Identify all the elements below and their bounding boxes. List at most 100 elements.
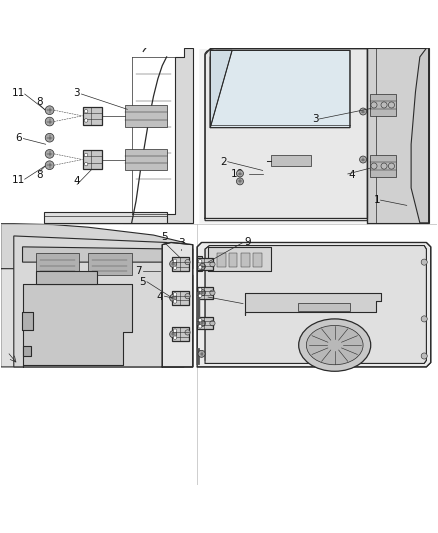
Circle shape (237, 178, 244, 185)
Text: 11: 11 (11, 88, 25, 98)
Polygon shape (245, 293, 381, 314)
Circle shape (360, 156, 367, 163)
Text: 5: 5 (161, 232, 168, 241)
Circle shape (45, 149, 54, 158)
Polygon shape (1, 268, 193, 367)
Text: 4: 4 (157, 292, 163, 302)
Circle shape (170, 330, 177, 338)
Bar (198, 287, 213, 299)
Circle shape (198, 265, 202, 269)
Bar (88, 253, 132, 275)
Circle shape (85, 110, 88, 113)
Bar (272, 155, 311, 166)
Bar (229, 253, 237, 266)
Circle shape (381, 163, 387, 169)
Bar (172, 257, 189, 271)
Circle shape (210, 290, 215, 295)
Circle shape (371, 163, 377, 169)
Polygon shape (199, 49, 428, 224)
Polygon shape (162, 243, 193, 367)
Text: 2: 2 (220, 157, 227, 167)
Polygon shape (44, 212, 166, 223)
Circle shape (389, 163, 395, 169)
Text: 6: 6 (15, 133, 21, 143)
Bar (370, 94, 396, 116)
Circle shape (381, 102, 387, 108)
Text: 9: 9 (244, 237, 251, 247)
Circle shape (85, 153, 88, 157)
Polygon shape (35, 271, 97, 284)
Text: 7: 7 (134, 266, 141, 276)
Circle shape (173, 266, 177, 270)
Circle shape (173, 259, 177, 263)
Text: 8: 8 (37, 170, 43, 180)
Circle shape (45, 133, 54, 142)
Polygon shape (21, 312, 33, 330)
Circle shape (173, 293, 177, 296)
Circle shape (185, 330, 190, 335)
Text: 8: 8 (37, 98, 43, 107)
Polygon shape (1, 224, 193, 269)
Circle shape (185, 294, 190, 299)
Circle shape (173, 336, 177, 340)
Bar (241, 253, 250, 266)
Circle shape (421, 259, 427, 265)
Polygon shape (367, 48, 428, 223)
Bar (125, 149, 166, 171)
Circle shape (198, 325, 202, 328)
Text: 4: 4 (349, 170, 355, 180)
Text: 3: 3 (178, 238, 184, 248)
Bar (35, 253, 79, 275)
Circle shape (198, 350, 205, 357)
Bar (82, 107, 102, 125)
Circle shape (360, 108, 367, 115)
Polygon shape (205, 49, 367, 221)
Circle shape (45, 106, 54, 115)
Circle shape (199, 320, 205, 326)
Polygon shape (22, 247, 184, 262)
Circle shape (170, 261, 177, 268)
Text: 3: 3 (74, 88, 80, 98)
Polygon shape (197, 256, 202, 271)
Circle shape (185, 260, 190, 265)
Bar (253, 253, 262, 266)
Circle shape (210, 262, 215, 267)
Bar (82, 150, 102, 169)
Text: 11: 11 (11, 175, 25, 185)
Bar (217, 253, 226, 266)
Bar (297, 303, 350, 311)
Polygon shape (208, 247, 272, 271)
Polygon shape (14, 236, 184, 367)
Circle shape (85, 119, 88, 122)
Circle shape (45, 117, 54, 126)
Circle shape (85, 163, 88, 166)
Text: 1: 1 (374, 195, 381, 205)
Polygon shape (22, 284, 132, 367)
Circle shape (199, 289, 205, 296)
Circle shape (237, 170, 244, 177)
Bar (125, 105, 166, 127)
Bar (172, 327, 189, 341)
Text: 5: 5 (139, 277, 146, 287)
Polygon shape (197, 243, 431, 367)
Bar (172, 291, 189, 305)
Bar (198, 317, 213, 329)
Circle shape (210, 321, 215, 326)
Circle shape (198, 294, 202, 297)
Circle shape (421, 353, 427, 359)
Circle shape (198, 318, 202, 322)
Polygon shape (411, 48, 428, 223)
Circle shape (199, 263, 205, 270)
Circle shape (45, 161, 54, 169)
Polygon shape (22, 346, 31, 356)
Text: 3: 3 (312, 114, 318, 124)
Polygon shape (210, 51, 232, 128)
Ellipse shape (306, 326, 363, 365)
Circle shape (170, 294, 177, 302)
Circle shape (173, 329, 177, 333)
Circle shape (173, 300, 177, 303)
Circle shape (421, 316, 427, 322)
Circle shape (389, 102, 395, 108)
Polygon shape (210, 51, 350, 128)
Polygon shape (205, 246, 426, 364)
